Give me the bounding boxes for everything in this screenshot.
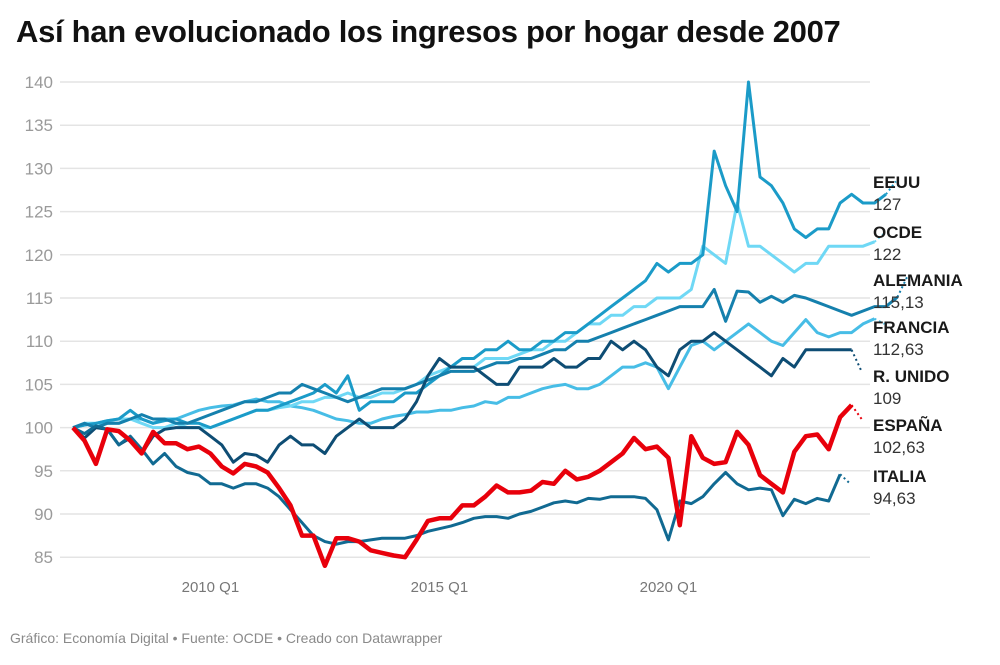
series-projection	[896, 275, 909, 298]
series-label-name: ESPAÑA	[873, 415, 943, 435]
y-tick-label: 90	[34, 505, 53, 524]
chart-footer: Gráfico: Economía Digital • Fuente: OCDE…	[10, 630, 443, 646]
y-tick-label: 120	[25, 246, 53, 265]
y-tick-label: 100	[25, 419, 53, 438]
y-tick-label: 115	[26, 289, 53, 308]
series-label-name: OCDE	[873, 223, 922, 242]
series-line-eeuu	[72, 80, 887, 430]
y-tick-label: 85	[34, 548, 53, 567]
y-tick-label: 125	[25, 203, 53, 222]
chart-title: Así han evolucionado los ingresos por ho…	[16, 14, 841, 49]
y-tick-label: 110	[26, 332, 53, 351]
series-projection	[850, 349, 863, 372]
series-label-value: 109	[873, 389, 901, 408]
series-label-name: EEUU	[873, 173, 920, 192]
series-projection	[839, 473, 851, 485]
series-labels: EEUU 127 OCDE 122 ALEMANIA 115,13 FRANCIA 112,6…	[873, 173, 963, 508]
series-label-value: 122	[873, 245, 901, 264]
y-tick-label: 140	[25, 73, 53, 92]
series-label-value: 112,63	[873, 340, 924, 359]
series-label-name: ITALIA	[873, 467, 927, 486]
series-line-runido	[71, 331, 852, 464]
series-label-name: ALEMANIA	[873, 271, 963, 290]
series-line-italia	[72, 424, 842, 546]
series-line-francia	[72, 317, 876, 430]
x-tick-label: 2010 Q1	[182, 579, 240, 596]
x-tick-label: 2015 Q1	[411, 579, 469, 596]
y-tick-label: 105	[25, 375, 53, 394]
series-projection	[850, 404, 863, 420]
series-line-alemania	[72, 287, 899, 430]
y-tick-label: 130	[25, 159, 53, 178]
series-label-name: FRANCIA	[873, 318, 950, 337]
y-tick-label: 135	[25, 116, 53, 135]
series-line-ocde	[72, 201, 876, 430]
gridlines	[60, 81, 870, 558]
series-lines	[71, 80, 909, 569]
series-line-españa	[71, 403, 854, 569]
series-label-name: R. UNIDO	[873, 367, 950, 386]
y-axis-ticks: 85 90 95 100 105 110 115 120 125 130 135 140	[25, 73, 53, 567]
y-tick-label: 95	[34, 462, 53, 481]
x-tick-label: 2020 Q1	[640, 579, 698, 596]
series-label-value: 102,63	[873, 438, 925, 457]
series-label-value: 115,13	[873, 293, 924, 312]
x-axis-ticks: 2010 Q1 2015 Q1 2020 Q1	[182, 579, 698, 596]
series-label-value: 127	[873, 195, 901, 214]
series-projection	[874, 317, 885, 325]
series-projection	[873, 232, 886, 243]
series-label-value: 94,63	[873, 489, 916, 508]
